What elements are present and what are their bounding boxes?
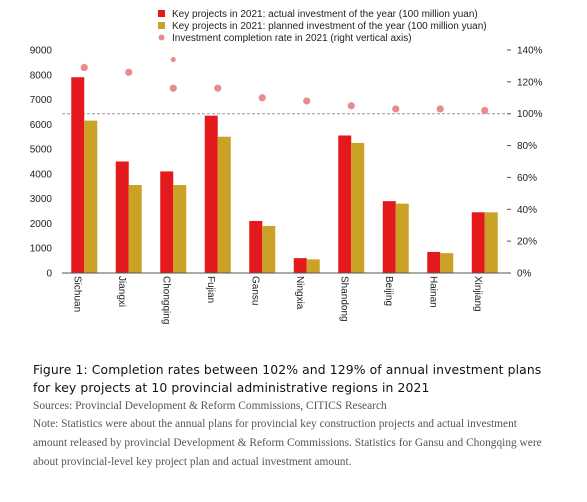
y-left-tick-label: 2000 [30,219,53,230]
rate-point-gansu [258,94,266,102]
bar-planned-gansu [262,225,276,273]
legend-label-2: Investment completion rate in 2021 (righ… [172,33,412,44]
y-right-tick-label: 80% [517,141,537,152]
x-tick-label-jiangxi: Jiangxi [116,276,127,307]
legend-label-0: Key projects in 2021: actual investment … [172,9,478,20]
x-tick-label-ningxia: Ningxia [294,276,305,310]
chart-legend: Key projects in 2021: actual investment … [158,9,487,44]
bar-actual-ningxia [293,258,307,273]
rate-point-hainan [436,105,444,113]
rate-point-extra-0 [170,56,176,63]
bar-actual-sichuan [71,77,85,273]
bar-planned-shandong [351,142,365,273]
bar-actual-gansu [249,220,263,273]
y-right-tick-label: 0% [517,269,532,280]
bar-planned-sichuan [84,120,98,273]
x-tick-label-fujian: Fujian [205,276,216,303]
bar-chart: Key projects in 2021: actual investment … [30,9,543,325]
bar-actual-beijing [382,201,396,273]
x-tick-label-gansu: Gansu [249,276,260,305]
y-right-tick-label: 20% [517,237,537,248]
bar-actual-hainan [427,251,441,273]
x-tick-label-sichuan: Sichuan [71,276,82,312]
y-left-tick-label: 1000 [30,244,53,255]
figure-sources: Sources: Provincial Development & Reform… [33,400,387,412]
y-left-tick-label: 6000 [30,120,53,131]
rate-point-ningxia [303,97,311,105]
y-right-tick-label: 140% [517,46,543,57]
y-left-tick-label: 9000 [30,46,53,57]
legend-swatch-2 [158,34,165,41]
bar-planned-chongqing [173,185,187,273]
legend-swatch-0 [158,10,165,17]
bar-actual-shandong [338,135,352,273]
points-layer [80,56,489,115]
y-left-tick-label: 7000 [30,95,53,106]
legend-label-1: Key projects in 2021: planned investment… [172,21,487,32]
bar-planned-xinjiang [484,212,498,273]
bar-actual-fujian [204,115,218,274]
legend-swatch-1 [158,22,165,29]
bars-layer [71,77,498,274]
rate-point-chongqing [169,84,177,92]
axes-layer: 0 1000 2000 3000 4000 5000 6000 7000 8000 9000 0% 2… [30,46,543,325]
y-left-tick-label: 4000 [30,169,53,180]
rate-point-sichuan [80,63,88,72]
y-left-tick-label: 5000 [30,145,53,156]
y-left-tick-label: 8000 [30,70,53,81]
bar-planned-beijing [395,203,409,273]
y-left-tick-label: 0 [46,269,52,280]
x-tick-label-hainan: Hainan [427,276,438,308]
bar-actual-xinjiang [471,212,485,273]
figure-note: Note: Statistics were about the annual p… [33,418,542,468]
y-right-tick-label: 100% [517,109,543,120]
rate-point-jiangxi [125,68,133,76]
rate-point-fujian [214,84,222,92]
bar-planned-hainan [440,253,454,273]
bar-planned-ningxia [306,259,320,273]
bar-planned-fujian [217,136,231,273]
bar-planned-jiangxi [128,185,142,273]
rate-point-beijing [392,105,400,113]
rate-point-shandong [347,102,355,110]
figure-caption: Figure 1: Completion rates between 102% … [33,362,542,395]
x-tick-label-xinjiang: Xinjiang [472,276,483,312]
x-tick-label-shandong: Shandong [338,276,349,322]
bar-actual-jiangxi [115,161,129,273]
x-tick-label-chongqing: Chongqing [160,276,171,324]
y-left-tick-label: 3000 [30,194,53,205]
bar-actual-chongqing [160,171,174,273]
y-right-tick-label: 120% [517,77,543,88]
y-right-tick-label: 60% [517,173,537,184]
x-tick-label-beijing: Beijing [383,276,394,306]
y-right-tick-label: 40% [517,205,537,216]
rate-point-xinjiang [481,106,489,115]
